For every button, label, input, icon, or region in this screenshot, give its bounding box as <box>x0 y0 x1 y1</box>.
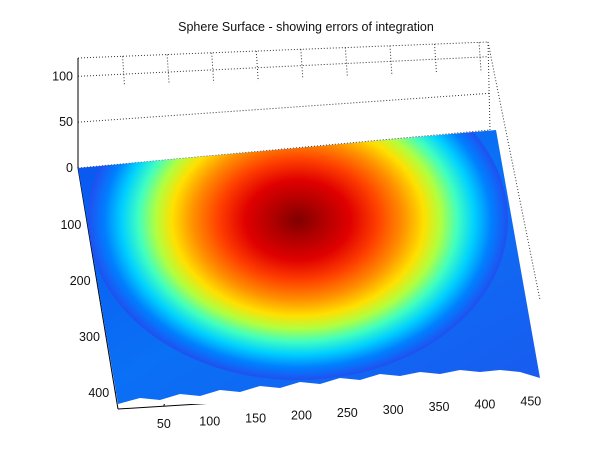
x-tick-label: 400 <box>475 397 496 411</box>
x-grid-line <box>211 52 215 83</box>
surface-dome <box>88 130 508 380</box>
x-grid-line <box>255 51 259 82</box>
x-tick-label: 450 <box>520 395 541 409</box>
x-tick-label: 350 <box>429 400 450 414</box>
y-tick-label: 400 <box>88 386 109 400</box>
x-tick-label: 300 <box>383 403 404 417</box>
grid-line <box>487 41 541 301</box>
surface <box>78 130 540 404</box>
y-tick-label: 100 <box>60 218 81 232</box>
x-grid-line <box>344 47 348 78</box>
z-tick-label: 100 <box>52 69 73 83</box>
x-grid-line <box>166 54 170 85</box>
z-grid-line <box>77 56 489 77</box>
chart-title: Sphere Surface - showing errors of integ… <box>178 20 434 34</box>
x-grid-line <box>434 44 438 75</box>
x-grid-line <box>122 56 126 87</box>
y-tick-label: 200 <box>70 274 91 288</box>
x-tick-label: 50 <box>157 417 171 431</box>
z-tick-label: 50 <box>59 115 73 129</box>
grid-line <box>77 41 489 59</box>
x-tick-label: 150 <box>245 412 266 426</box>
surface-jagged-edge <box>118 370 540 404</box>
x-grid-line <box>478 42 482 73</box>
x-grid-line <box>300 49 304 80</box>
x-grid-line <box>389 45 393 76</box>
z-tick-label: 0 <box>66 161 73 175</box>
tick-labels: 0 50 100 50 100 150 200 250 300 350 400 450 100 200 30… <box>52 69 541 431</box>
x-tick-label: 200 <box>291 409 312 423</box>
grid-lines <box>77 41 541 301</box>
z-grid-line <box>77 92 490 123</box>
x-tick-label: 250 <box>337 406 358 420</box>
y-tick-label: 300 <box>79 330 100 344</box>
y-axis-line <box>77 167 119 410</box>
grid-line <box>487 41 491 131</box>
x-tick-label: 100 <box>199 414 220 428</box>
